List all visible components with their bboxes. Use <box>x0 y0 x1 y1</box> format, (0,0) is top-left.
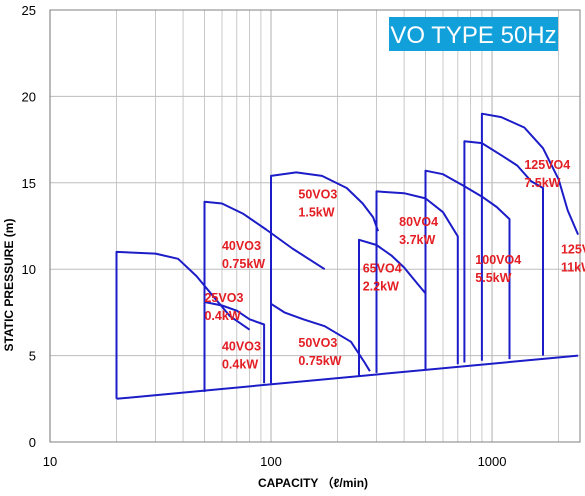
y-tick-label: 0 <box>29 435 36 450</box>
curve-50vo3-1.5kw <box>270 171 380 384</box>
curve-100vo4-5.5kw <box>424 169 511 370</box>
curve-label-125vo4-11kw: 11kW <box>561 261 585 275</box>
curve-40vo3-0.75kw <box>203 200 326 392</box>
y-tick-labels: 0 5 10 15 20 25 <box>22 3 36 450</box>
curve-label-50vo3-0.75kw: 50VO3 <box>298 336 337 350</box>
curve-label-40vo3-0.4kw: 0.4kW <box>222 357 258 371</box>
curve-label-50vo3-0.75kw: 0.75kW <box>298 354 341 368</box>
plot-area <box>50 10 580 442</box>
curve-label-25vo3-0.4kw: 0.4kW <box>204 309 240 323</box>
curve-label-80vo4-3.7kw: 80VO4 <box>399 215 438 229</box>
curve-label-65vo4-2.2kw: 65VO4 <box>363 262 402 276</box>
curve-label-65vo4-2.2kw: 2.2kW <box>363 280 399 294</box>
y-axis-label: STATIC PRESSURE (m) <box>2 219 16 352</box>
curve-50vo3-0.75kw <box>270 302 371 384</box>
y-tick-label: 5 <box>29 349 36 364</box>
curve-label-40vo3-0.75kw: 0.75kW <box>222 257 265 271</box>
curve-labels: 25VO3 0.4kW 40VO3 0.4kW 40VO3 0.75kW 50VO3 0.75… <box>204 158 585 371</box>
curve-125vo4-7.5kw <box>463 140 544 363</box>
curve-label-100vo4-5.5kw: 100VO4 <box>475 253 521 267</box>
curve-65vo4-2.2kw <box>358 238 427 377</box>
chart-title-box: VO TYPE 50Hz <box>389 17 558 51</box>
x-tick-labels: 10 100 1000 <box>43 454 507 469</box>
y-tick-label: 15 <box>22 176 36 191</box>
curve-label-25vo3-0.4kw: 25VO3 <box>204 291 243 305</box>
y-tick-label: 10 <box>22 262 36 277</box>
x-tick-label: 100 <box>260 454 282 469</box>
x-axis-label: CAPACITY （ℓ/min) <box>258 475 368 490</box>
curve-label-50vo3-1.5kw: 1.5kW <box>298 205 334 219</box>
x-tick-label: 10 <box>43 454 57 469</box>
title-background <box>389 17 558 51</box>
curve-baseline <box>116 354 579 400</box>
curve-label-80vo4-3.7kw: 3.7kW <box>399 233 435 247</box>
y-tick-label: 20 <box>22 89 36 104</box>
curve-label-40vo3-0.4kw: 40VO3 <box>222 339 261 353</box>
curve-label-125vo4-7.5kw: 7.5kW <box>524 176 560 190</box>
curve-label-125vo4-7.5kw: 125VO4 <box>524 158 570 172</box>
curve-125vo4-11kw <box>480 112 580 361</box>
grid-minor-lines <box>116 10 559 442</box>
curve-label-125vo4-11kw: 125VO4 <box>561 243 585 257</box>
curve-25vo3-0.4kw <box>115 250 251 399</box>
chart-title: VO TYPE 50Hz <box>390 22 556 49</box>
curve-label-50vo3-1.5kw: 50VO3 <box>298 187 337 201</box>
y-tick-label: 25 <box>22 3 36 18</box>
curve-label-100vo4-5.5kw: 5.5kW <box>475 271 511 285</box>
curve-label-40vo3-0.75kw: 40VO3 <box>222 239 261 253</box>
plot-border <box>49 9 581 443</box>
curves <box>115 112 580 400</box>
x-tick-label: 1000 <box>478 454 507 469</box>
